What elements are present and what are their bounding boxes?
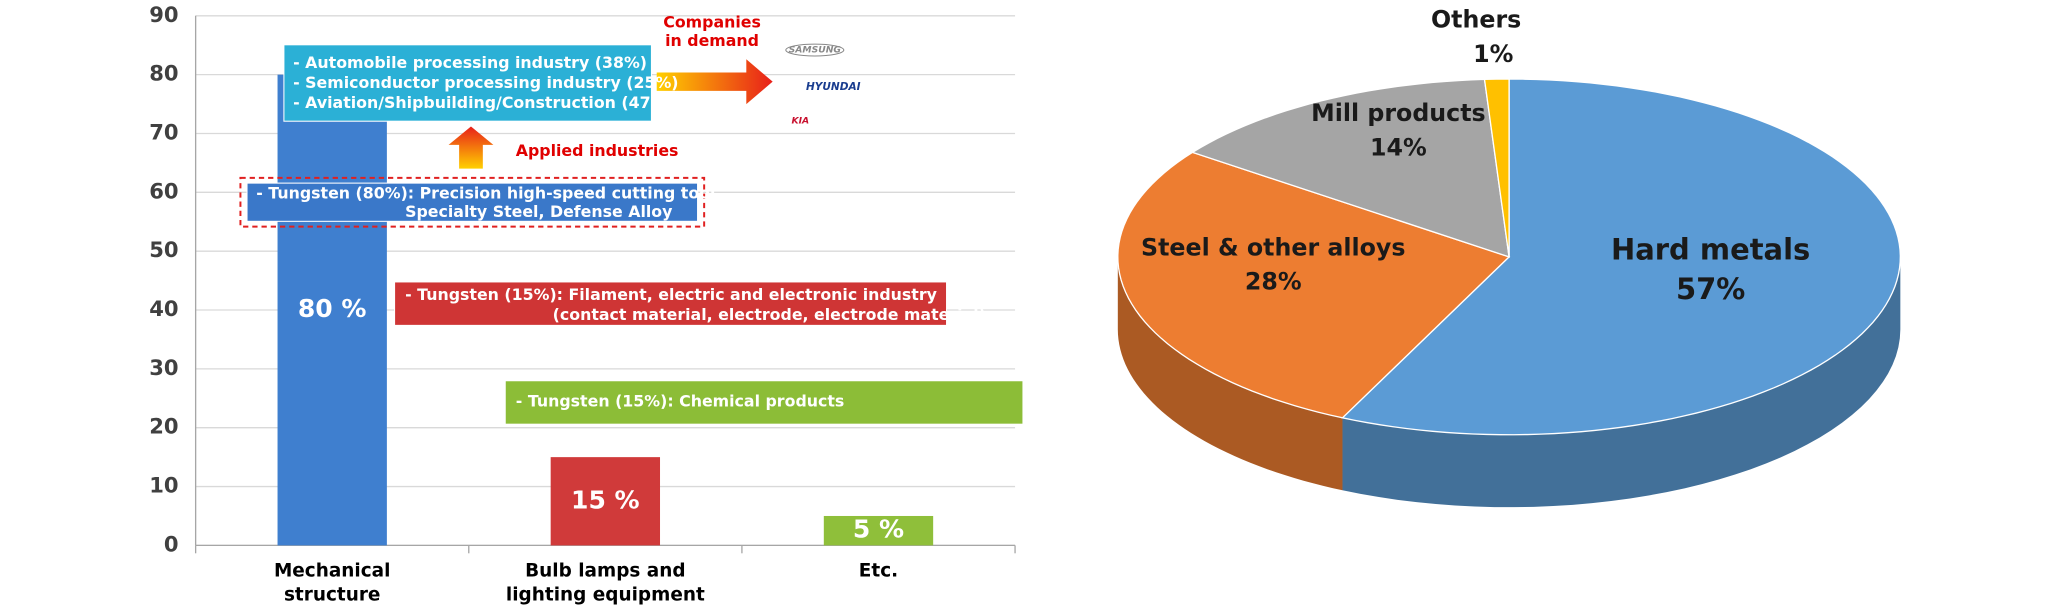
y-tick-label: 0 xyxy=(164,531,179,556)
slice-value-label: 28% xyxy=(1245,268,1302,296)
slice-name: Others xyxy=(1431,6,1521,34)
slice-value-label: 57% xyxy=(1676,272,1745,306)
arrow-right xyxy=(656,59,773,105)
y-tick-label: 90 xyxy=(149,2,178,27)
pie-slice xyxy=(1117,151,1511,419)
company-logo: HYUNDAI xyxy=(806,81,861,93)
slice-name: Mill products xyxy=(1311,99,1486,127)
pie-slice xyxy=(1190,78,1510,258)
pie-slice xyxy=(1483,78,1510,257)
y-tick-label: 10 xyxy=(149,473,178,498)
x-tick-label: Bulb lamps and lighting equipment xyxy=(506,561,705,606)
bar-chart: 0 10 20 30 40 50 60 70 80 90 80 % Mechanical structu… xyxy=(149,2,1024,606)
bar-value-label: 80 % xyxy=(298,294,367,323)
y-tick-label: 50 xyxy=(149,237,178,262)
pie-side xyxy=(1342,256,1901,508)
y-tick-label: 80 xyxy=(149,61,178,86)
bar xyxy=(823,515,934,546)
slice-name: Hard metals xyxy=(1611,233,1810,267)
annotation: - Tungsten (15%): Chemical products xyxy=(516,391,845,410)
annotation: Companies in demand xyxy=(663,12,761,49)
slice-value-label: 1% xyxy=(1473,40,1513,68)
annotation-box xyxy=(394,281,948,326)
arrow-up xyxy=(448,126,494,169)
annotation: - Tungsten (15%): Filament, electric and… xyxy=(405,285,986,324)
pie-side xyxy=(1117,256,1343,491)
y-tick-label: 40 xyxy=(149,296,178,321)
y-tick-label: 70 xyxy=(149,119,178,144)
annotation: - Automobile processing industry (38%) - … xyxy=(293,53,678,112)
x-tick-label: Mechanical structure xyxy=(274,561,391,606)
x-tick-label: Etc. xyxy=(859,561,898,582)
company-logo: SAMSUNG xyxy=(789,45,842,56)
annotation-box xyxy=(246,182,699,222)
annotation-box xyxy=(283,44,652,122)
bar-value-label: 5 % xyxy=(853,515,904,544)
y-tick-label: 30 xyxy=(149,355,178,380)
y-tick-label: 60 xyxy=(149,178,178,203)
slice-name: Steel & other alloys xyxy=(1141,233,1405,261)
slice-value-label: 14% xyxy=(1370,133,1427,161)
highlight-frame xyxy=(239,176,706,228)
annotation-box xyxy=(504,380,1024,425)
y-tick-label: 20 xyxy=(149,414,178,439)
pie-slice xyxy=(1341,78,1901,436)
annotation: Applied industries xyxy=(516,141,679,160)
company-logo: KIA xyxy=(791,116,809,127)
annotation: - Tungsten (80%): Precision high-speed c… xyxy=(256,183,721,220)
bar-value-label: 15 % xyxy=(571,485,640,514)
pie-chart: Hard metals 57% Steel & other alloys 28% Mil… xyxy=(1117,6,1901,508)
logo-shape xyxy=(785,43,845,57)
bar xyxy=(550,457,661,546)
bar xyxy=(277,74,387,546)
